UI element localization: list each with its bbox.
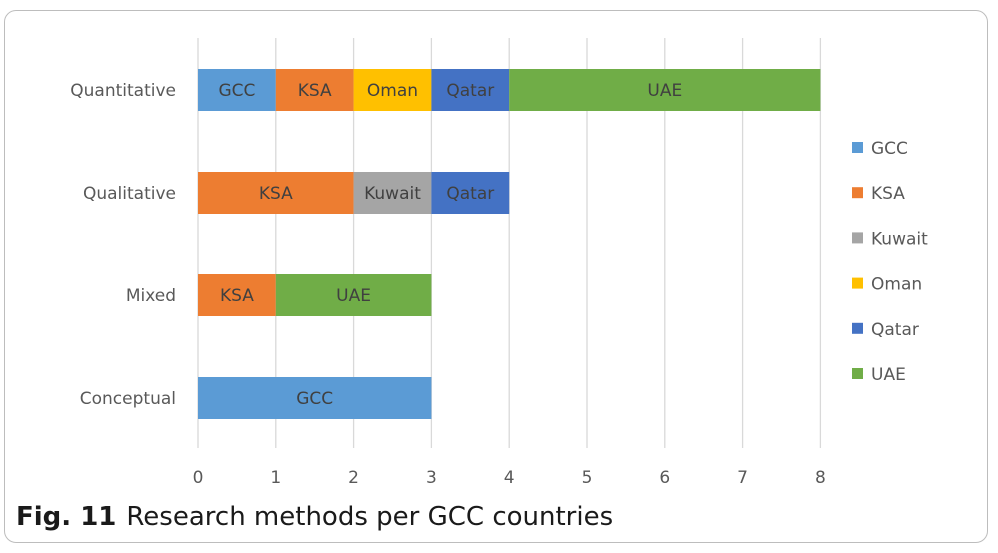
figure-number: Fig. 11 — [16, 502, 117, 532]
legend-label: Qatar — [871, 320, 919, 340]
bar-data-label: KSA — [298, 81, 332, 101]
bar-data-label: Oman — [367, 81, 418, 101]
figure-caption-text: Research methods per GCC countries — [126, 502, 614, 532]
category-label: Quantitative — [70, 81, 176, 101]
legend-swatch — [852, 368, 863, 379]
bar-data-label: UAE — [647, 81, 682, 101]
bar-data-label: Kuwait — [364, 184, 421, 204]
x-tick-label: 4 — [504, 468, 515, 488]
bar-segment — [431, 69, 510, 111]
legend-swatch — [852, 142, 863, 153]
bar-data-label: KSA — [259, 184, 293, 204]
bar-data-label: KSA — [220, 286, 254, 306]
x-tick-label: 6 — [659, 468, 670, 488]
bar-segment — [509, 69, 821, 111]
bar-segment — [431, 172, 510, 214]
figure-caption: Fig. 11 Research methods per GCC countrie… — [16, 502, 613, 532]
legend-label: GCC — [871, 139, 908, 159]
legend-label: KSA — [871, 184, 905, 204]
legend-swatch — [852, 277, 863, 289]
bar-segment — [275, 274, 432, 316]
x-tick-label: 7 — [737, 468, 748, 488]
legend-label: UAE — [871, 365, 906, 385]
legend-swatch — [852, 232, 863, 244]
legend-swatch — [852, 187, 863, 199]
x-tick-label: 8 — [815, 468, 826, 488]
bar-segment — [198, 172, 354, 214]
category-label: Mixed — [126, 286, 176, 306]
bar-segment — [353, 69, 432, 111]
x-tick-label: 2 — [348, 468, 359, 488]
category-label: Conceptual — [80, 389, 176, 409]
bar-data-label: Qatar — [446, 184, 494, 204]
bar-data-label: GCC — [218, 81, 255, 101]
bar-segment — [198, 274, 276, 316]
x-tick-label: 5 — [582, 468, 593, 488]
bar-data-label: GCC — [296, 389, 333, 409]
x-tick-label: 3 — [426, 468, 437, 488]
legend-swatch — [852, 322, 863, 334]
bar-segment — [198, 69, 276, 111]
legend-label: Kuwait — [871, 229, 928, 249]
bar-segment — [275, 69, 354, 111]
bar-segment — [198, 377, 432, 419]
x-tick-label: 0 — [193, 468, 204, 488]
x-tick-label: 1 — [270, 468, 281, 488]
bar-segment — [353, 172, 432, 214]
bar-data-label: Qatar — [446, 81, 494, 101]
bar-data-label: UAE — [336, 286, 371, 306]
legend-label: Oman — [871, 275, 922, 295]
category-label: Qualitative — [83, 184, 176, 204]
